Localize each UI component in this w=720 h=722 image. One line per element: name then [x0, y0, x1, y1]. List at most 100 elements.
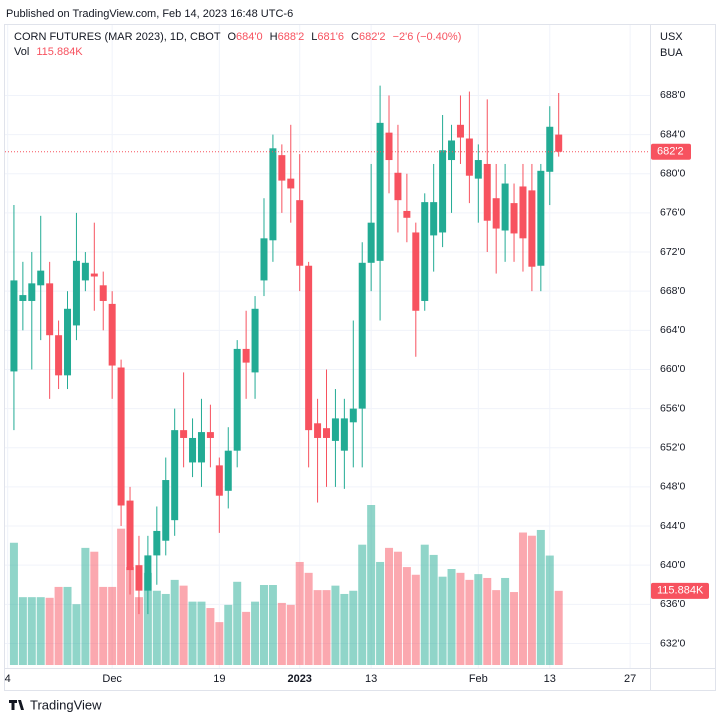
candle-body	[474, 160, 482, 179]
candle-body	[528, 190, 536, 267]
candle-body	[555, 134, 563, 152]
symbol: CORN FUTURES (MAR 2023), 1D, CBOT	[14, 31, 221, 43]
candle-body	[448, 140, 456, 161]
candle-body	[483, 163, 491, 221]
candle-body	[28, 283, 36, 301]
volume-bar	[161, 593, 170, 665]
legend-label: L	[311, 31, 317, 43]
plot: 632'0 636'0 640'0 644'0 648'0 652'0 656'0 660'0…	[5, 25, 709, 685]
candle-body	[260, 238, 268, 281]
candle-body	[206, 432, 214, 438]
y-tick-label: 672'0	[660, 246, 686, 258]
x-tick-label: Dec	[102, 673, 122, 685]
candle-body	[153, 530, 161, 556]
candle-body	[519, 186, 527, 239]
volume-bar	[420, 544, 429, 665]
volume-bar	[492, 590, 501, 665]
candle-body	[242, 348, 250, 363]
candle-body	[162, 480, 170, 541]
candle-body	[456, 124, 464, 138]
candle-body	[81, 262, 89, 281]
volume-bar	[510, 592, 519, 665]
y-tick-label: 648'0	[660, 481, 686, 493]
volume-bar	[54, 586, 63, 665]
volume-bar	[438, 576, 447, 665]
candle-body	[215, 465, 223, 496]
legend-label: C	[351, 31, 359, 43]
volume-bar	[215, 622, 224, 665]
candle-body	[314, 423, 322, 438]
y-tick-label: 652'0	[660, 442, 686, 454]
candle-body	[501, 183, 509, 231]
candle-body	[251, 308, 259, 373]
volume-label-box	[651, 582, 709, 599]
volume-bar	[81, 547, 90, 665]
candle-body	[385, 132, 393, 161]
legend-value: 682'2	[359, 31, 386, 43]
volume-bar	[376, 561, 385, 665]
candle-body	[537, 170, 545, 266]
candle-body	[323, 428, 330, 438]
volume-bar	[358, 544, 367, 665]
volume-bar	[393, 551, 402, 665]
volume-bar	[251, 601, 260, 665]
last-price-label: 682'2	[657, 146, 684, 158]
volume-bar	[179, 585, 188, 665]
volume-bar	[331, 585, 340, 665]
volume-bar	[527, 535, 536, 665]
candle-body	[10, 280, 18, 372]
candle-body	[439, 150, 447, 233]
y-tick-label: 644'0	[660, 520, 686, 532]
candle-body	[135, 565, 143, 591]
candle-body	[126, 500, 134, 571]
legend-label: O	[227, 31, 236, 43]
x-tick-label: 4	[5, 673, 11, 685]
volume-bar	[259, 585, 268, 665]
volume-bar	[465, 579, 474, 665]
candle-body	[394, 172, 402, 201]
volume-bar	[304, 572, 313, 665]
candle-body	[287, 178, 295, 189]
volume-bar	[206, 608, 215, 665]
candle-body	[376, 122, 384, 261]
volume-bar	[134, 597, 143, 665]
y-tick-label: 640'0	[660, 559, 686, 571]
volume-bar	[45, 597, 54, 665]
volume-bar	[242, 611, 251, 665]
volume-bar	[367, 505, 376, 665]
brand-logo	[9, 700, 24, 710]
volume-bar	[18, 597, 27, 665]
y-tick-label: 656'0	[660, 402, 686, 414]
x-tick-label: 19	[213, 673, 225, 685]
legend-label: H	[270, 31, 278, 43]
volume-bar	[474, 574, 483, 665]
volume-bar	[295, 561, 304, 665]
volume-bar	[313, 590, 322, 665]
candle-body	[189, 437, 197, 463]
unit: BUA	[660, 47, 683, 59]
volume-bar	[501, 577, 510, 665]
volume-bar	[277, 602, 286, 665]
legend-value: 688'2	[278, 31, 305, 43]
candle-body	[510, 203, 518, 234]
candle-body	[546, 126, 554, 172]
volume-bar	[27, 597, 36, 665]
y-tick-label: 668'0	[660, 285, 686, 297]
volume-bar	[36, 597, 45, 665]
candle-body	[171, 430, 179, 521]
candle-body	[296, 200, 304, 266]
volume-bar	[90, 551, 99, 665]
volume-bar	[233, 581, 242, 665]
candle-body	[430, 202, 438, 236]
volume-bar	[152, 590, 161, 665]
volume-bar	[554, 590, 563, 665]
price-label-box	[651, 143, 691, 160]
volume-legend: Vol 115.884K	[14, 46, 83, 58]
volume-bar	[286, 604, 295, 665]
candle-body	[367, 222, 375, 263]
volume-bar	[340, 593, 349, 665]
volume-bar	[188, 601, 197, 665]
volume-bar	[545, 555, 554, 665]
volume-value: 115.884K	[36, 46, 83, 58]
